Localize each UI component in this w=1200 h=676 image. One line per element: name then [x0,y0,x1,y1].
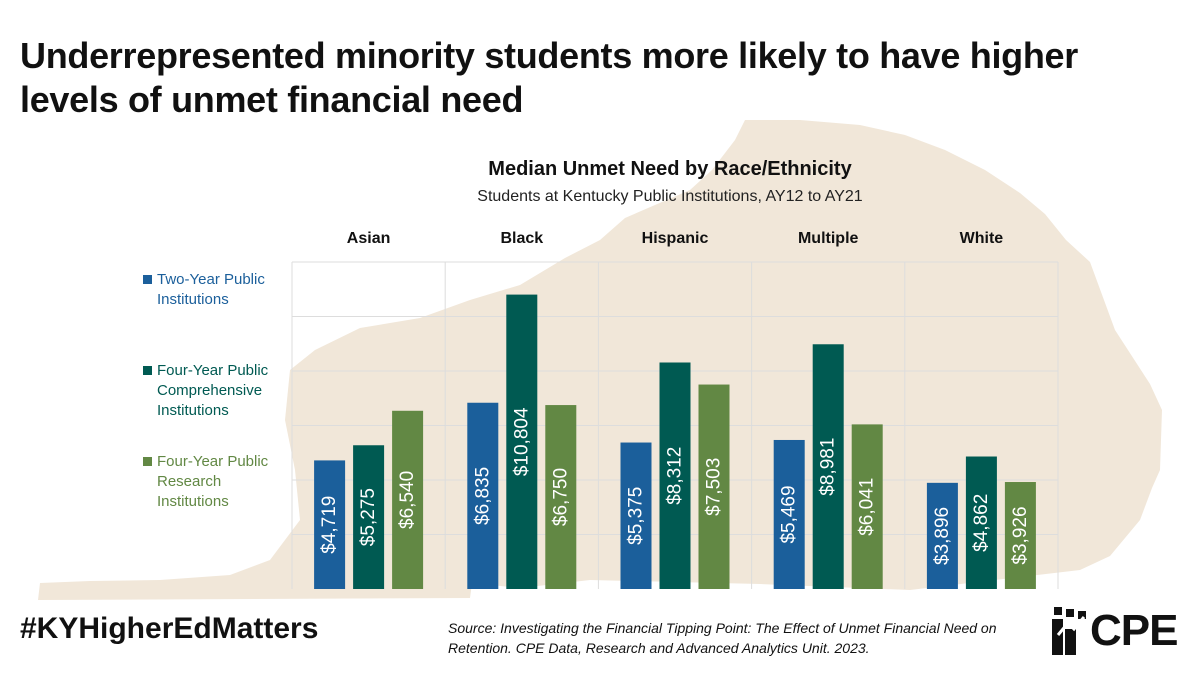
data-label-asian-series-1: $4,719 [319,496,340,554]
category-label-asian: Asian [347,230,391,247]
data-label-white-series-3: $3,926 [1010,506,1031,564]
headline: Underrepresented minority students more … [20,35,1078,120]
legend-item-four-year-comprehensive: Four-Year Public Comprehensive Instituti… [143,361,277,421]
cpe-logo-icon [1052,607,1086,655]
bar-multiple-series-1 [773,439,805,589]
legend-label-four-year-comprehensive: Four-Year Public Comprehensive Instituti… [157,362,269,419]
bar-asian-series-3 [392,410,424,589]
bar-asian-series-2 [353,445,385,589]
category-label-multiple: Multiple [798,230,859,247]
chart-subtitle: Students at Kentucky Public Institutions… [477,188,863,205]
bar-hispanic-series-2 [659,362,691,589]
cpe-logo: CPE [1050,605,1182,657]
bar-white-series-3 [1004,482,1036,589]
hashtag: #KYHigherEdMatters [20,612,319,645]
bar-white-series-1 [926,482,958,589]
bar-hispanic-series-1 [620,442,652,589]
data-label-asian-series-2: $5,275 [358,488,379,546]
source-citation: Source: Investigating the Financial Tipp… [448,620,997,656]
bar-black-series-1 [467,402,499,589]
category-label-hispanic: Hispanic [642,230,709,247]
category-label-white: White [960,230,1004,247]
data-label-multiple-series-2: $8,981 [818,438,839,496]
bar-hispanic-series-3 [698,384,730,589]
cpe-logo-text: CPE [1090,606,1178,655]
data-label-black-series-2: $10,804 [511,407,532,476]
data-label-hispanic-series-2: $8,312 [665,447,686,505]
legend-swatch-four-year-research [143,457,152,466]
legend-label-two-year: Two-Year Public Institutions [157,271,265,308]
chart-title: Median Unmet Need by Race/Ethnicity [488,158,852,180]
data-label-hispanic-series-1: $5,375 [626,487,647,545]
legend-item-four-year-research: Four-Year Public Research Institutions [143,452,277,512]
bar-black-series-2 [506,294,538,589]
data-label-multiple-series-1: $5,469 [779,485,800,543]
legend-label-four-year-research: Four-Year Public Research Institutions [157,453,269,510]
data-label-black-series-1: $6,835 [472,467,493,525]
data-label-hispanic-series-3: $7,503 [704,458,725,516]
data-label-multiple-series-3: $6,041 [857,478,878,536]
bar-black-series-3 [545,405,577,589]
data-label-asian-series-3: $6,540 [397,471,418,529]
data-label-white-series-1: $3,896 [932,507,953,565]
bar-multiple-series-3 [851,424,883,589]
bar-asian-series-1 [314,460,346,589]
legend-swatch-four-year-comprehensive [143,366,152,375]
legend-swatch-two-year [143,275,152,284]
bar-white-series-2 [965,456,997,589]
bar-multiple-series-2 [812,344,844,589]
data-label-black-series-3: $6,750 [550,468,571,526]
category-label-black: Black [500,230,543,247]
legend-item-two-year: Two-Year Public Institutions [143,270,277,310]
data-label-white-series-2: $4,862 [971,494,992,552]
